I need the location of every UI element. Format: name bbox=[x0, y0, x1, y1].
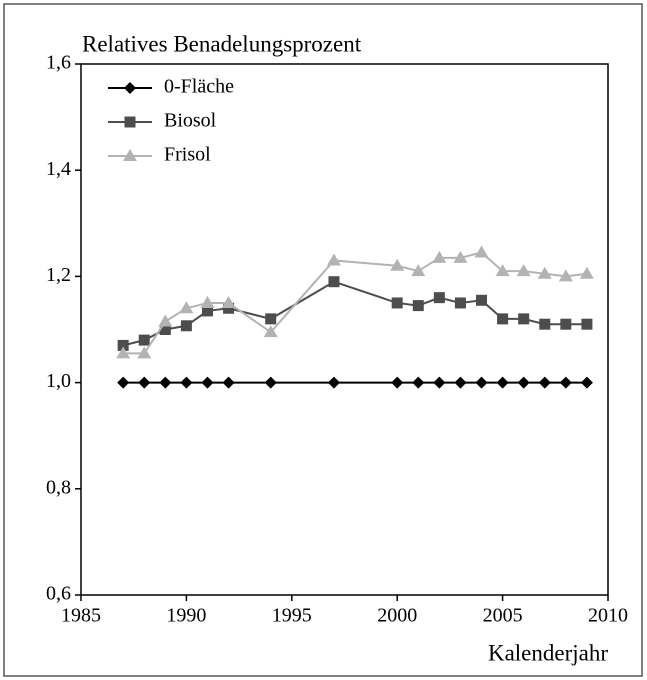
data-point bbox=[221, 295, 236, 308]
data-point bbox=[137, 346, 152, 359]
x-tick-label: 1995 bbox=[272, 605, 312, 627]
data-point bbox=[138, 334, 150, 346]
data-point bbox=[433, 292, 445, 304]
data-point bbox=[579, 266, 594, 279]
data-point bbox=[496, 376, 509, 389]
data-point bbox=[201, 376, 214, 389]
data-point bbox=[391, 376, 404, 389]
legend-marker bbox=[124, 116, 136, 128]
data-point bbox=[390, 258, 405, 271]
legend-marker bbox=[124, 82, 136, 94]
data-point bbox=[558, 269, 573, 282]
y-tick-label: 0,6 bbox=[46, 583, 71, 605]
data-point bbox=[475, 376, 488, 389]
data-point bbox=[180, 376, 193, 389]
data-point bbox=[159, 376, 172, 389]
data-point bbox=[537, 266, 552, 279]
data-point bbox=[517, 376, 530, 389]
data-point bbox=[264, 376, 277, 389]
data-point bbox=[453, 250, 468, 263]
data-point bbox=[263, 325, 278, 338]
plot-area bbox=[80, 63, 609, 596]
data-point bbox=[265, 313, 277, 325]
y-tick-label: 1,2 bbox=[46, 264, 71, 286]
data-point bbox=[560, 318, 572, 330]
x-tick-label: 1990 bbox=[166, 605, 206, 627]
x-tick-label: 1985 bbox=[61, 605, 101, 627]
series-line bbox=[122, 280, 587, 347]
y-tick-label: 1,4 bbox=[46, 158, 71, 180]
legend-label: Biosol bbox=[164, 110, 217, 132]
x-tick-label: 2005 bbox=[483, 605, 523, 627]
data-point bbox=[516, 264, 531, 277]
data-point bbox=[539, 318, 551, 330]
data-point bbox=[158, 314, 173, 327]
data-point bbox=[328, 276, 340, 288]
x-tick-label: 2010 bbox=[588, 605, 628, 627]
legend-label: 0-Fläche bbox=[164, 76, 234, 98]
data-point bbox=[159, 324, 171, 335]
data-point bbox=[412, 376, 425, 389]
data-point bbox=[326, 253, 341, 266]
data-point bbox=[411, 264, 426, 277]
y-tick-label: 1,6 bbox=[46, 52, 71, 74]
data-point bbox=[138, 376, 151, 389]
data-point bbox=[518, 313, 530, 325]
data-point bbox=[117, 339, 129, 351]
y-tick-label: 1,0 bbox=[46, 370, 71, 392]
data-point bbox=[580, 376, 593, 389]
data-point bbox=[581, 318, 593, 330]
legend-marker bbox=[123, 149, 137, 161]
data-point bbox=[454, 297, 466, 309]
frame bbox=[3, 3, 643, 677]
data-point bbox=[497, 313, 509, 325]
data-point bbox=[117, 376, 130, 389]
legend-label: Frisol bbox=[164, 144, 211, 166]
data-point bbox=[391, 297, 403, 309]
data-point bbox=[495, 264, 510, 277]
y-tick-label: 0,8 bbox=[46, 476, 71, 498]
data-point bbox=[180, 320, 192, 332]
data-point bbox=[454, 376, 467, 389]
data-point bbox=[538, 376, 551, 389]
data-point bbox=[433, 376, 446, 389]
data-point bbox=[559, 376, 572, 389]
series-line bbox=[123, 251, 588, 355]
data-point bbox=[432, 250, 447, 263]
data-point bbox=[179, 301, 194, 314]
data-point bbox=[412, 300, 424, 312]
data-point bbox=[223, 302, 235, 314]
data-point bbox=[201, 305, 213, 317]
x-axis-label: Kalenderjahr bbox=[488, 640, 608, 665]
data-point bbox=[200, 295, 215, 308]
data-point bbox=[476, 294, 488, 306]
data-point bbox=[474, 245, 489, 258]
data-point bbox=[327, 376, 340, 389]
chart-title: Relatives Benadelungsprozent bbox=[82, 31, 362, 56]
data-point bbox=[116, 346, 131, 359]
data-point bbox=[222, 376, 235, 389]
x-tick-label: 2000 bbox=[377, 605, 417, 627]
